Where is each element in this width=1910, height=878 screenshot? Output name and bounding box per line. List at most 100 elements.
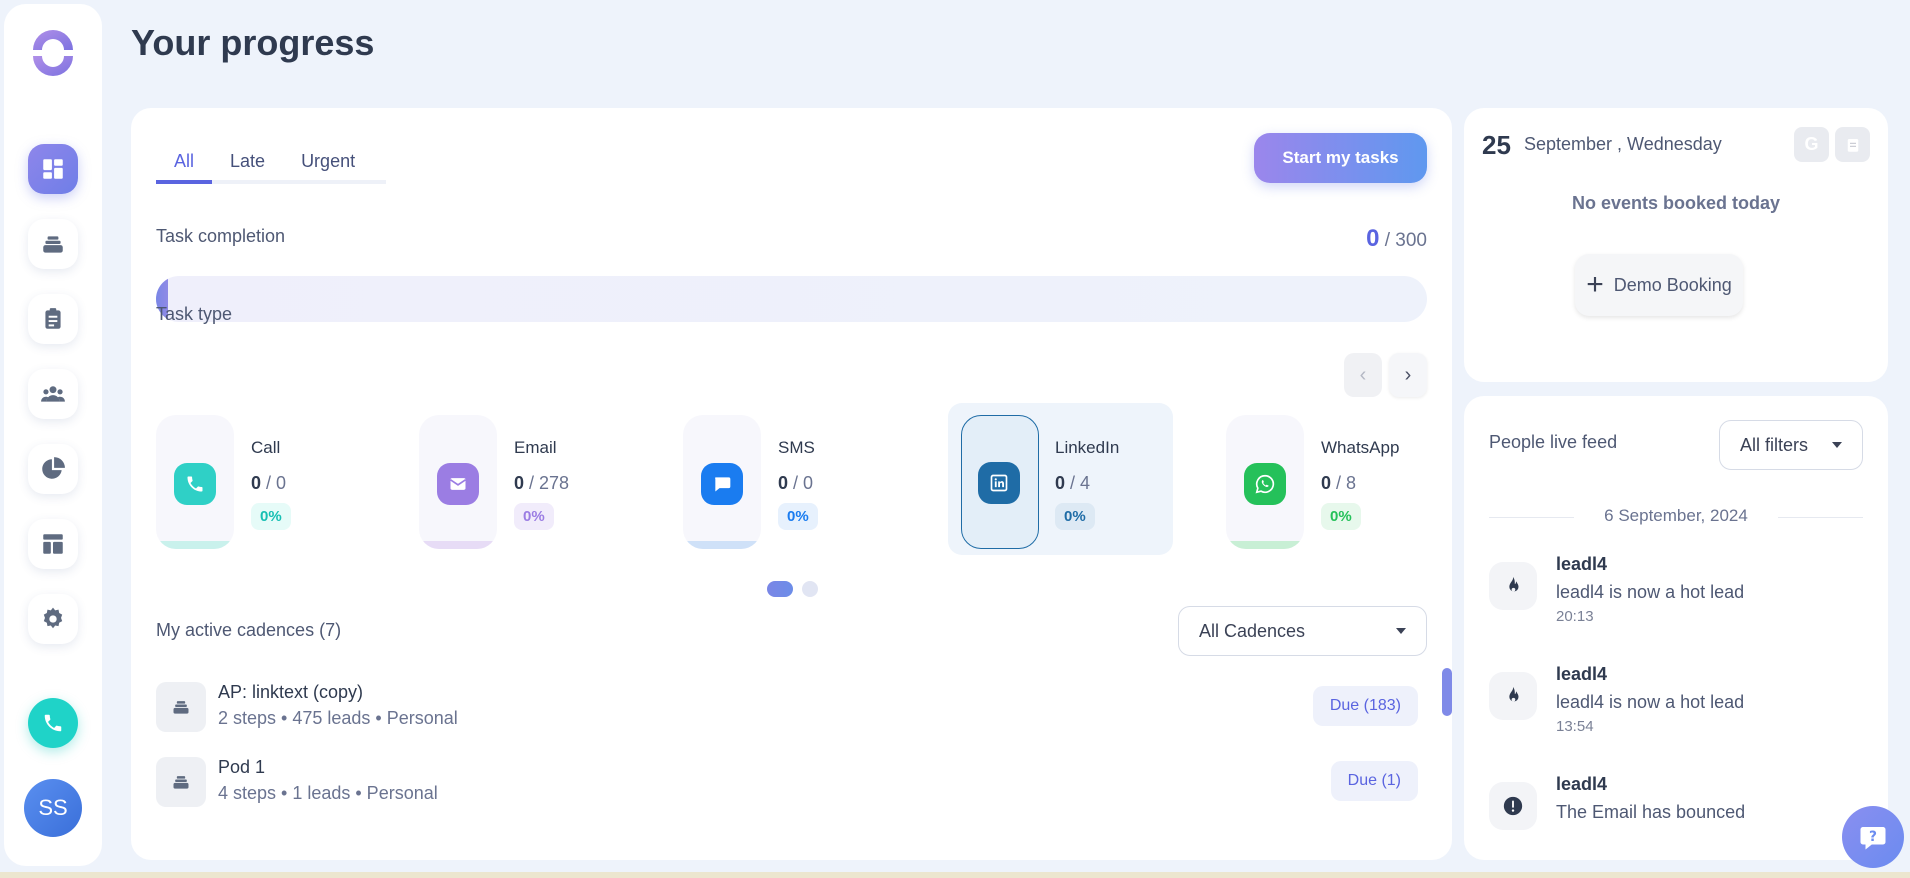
task-type-name: SMS	[778, 438, 815, 457]
task-type-percent: 0%	[514, 503, 554, 530]
task-tile	[1226, 415, 1304, 549]
templates-layout-icon	[43, 534, 63, 554]
cadence-due-badge[interactable]: Due (183)	[1312, 686, 1418, 726]
cadence-row[interactable]: Pod 1 4 steps • 1 leads • Personal Due (…	[156, 753, 1427, 809]
sidebar-item-cadences[interactable]	[28, 219, 78, 269]
user-avatar[interactable]: SS	[24, 779, 82, 837]
taskbar-strip	[0, 872, 1910, 878]
task-card-whatsapp[interactable]: WhatsApp 0 / 8 0%	[1214, 403, 1439, 555]
google-icon: G	[1804, 134, 1819, 154]
cadence-filter-select[interactable]: All Cadences	[1178, 606, 1427, 656]
task-completion-bar	[156, 276, 1427, 322]
task-card-linkedin[interactable]: LinkedIn 0 / 4 0%	[948, 403, 1173, 555]
email-icon	[437, 463, 479, 505]
carousel-dot-2[interactable]	[802, 581, 818, 597]
task-completion-count: 0 / 300	[1366, 225, 1427, 253]
task-type-percent: 0%	[1321, 503, 1361, 530]
help-button[interactable]: ?	[1842, 806, 1904, 868]
tasks-clipboard-icon	[45, 308, 61, 329]
task-tile-stripe	[683, 541, 761, 549]
people-icon	[41, 386, 65, 402]
sidebar-item-people[interactable]	[28, 369, 78, 419]
tab-late[interactable]: Late	[230, 151, 266, 171]
sidebar-item-dashboard[interactable]	[28, 144, 78, 194]
sidebar-item-tasks[interactable]	[28, 294, 78, 344]
calendar-card: 25 September , Wednesday G No events boo…	[1464, 108, 1888, 382]
help-chat-icon: ?	[1860, 827, 1886, 850]
google-calendar-button[interactable]: G	[1794, 127, 1829, 162]
cadence-scrollbar[interactable]	[1442, 668, 1452, 716]
task-type-count: 0 / 8	[1321, 473, 1357, 493]
task-type-name: LinkedIn	[1055, 438, 1120, 457]
feed-text: The Email has bounced	[1556, 802, 1746, 822]
task-type-percent: 0%	[778, 503, 818, 530]
fire-icon	[1489, 562, 1537, 610]
live-feed-card: People live feed All filters 6 September…	[1464, 396, 1888, 860]
task-type-count: 0 / 0	[251, 473, 287, 493]
task-type-prev-button[interactable]: ‹	[1344, 353, 1382, 397]
feed-lead-name: leadl4	[1556, 554, 1608, 574]
task-type-name: WhatsApp	[1321, 438, 1400, 457]
feed-filter-select[interactable]: All filters	[1719, 420, 1863, 470]
cadence-row[interactable]: AP: linktext (copy) 2 steps • 475 leads …	[156, 678, 1427, 734]
completed-count: 0	[1366, 225, 1380, 252]
task-type-count: 0 / 4	[1055, 473, 1091, 493]
sidebar-item-reports[interactable]	[28, 444, 78, 494]
caret-down-icon	[1832, 442, 1842, 448]
carousel-dots	[767, 581, 818, 597]
task-tile-stripe	[156, 541, 234, 549]
cadence-name: AP: linktext (copy)	[218, 682, 364, 702]
cadence-due-badge[interactable]: Due (1)	[1330, 761, 1418, 801]
clipboard-icon	[1847, 138, 1858, 152]
task-card-sms[interactable]: SMS 0 / 0 0%	[671, 403, 896, 555]
tab-all[interactable]: All	[156, 142, 213, 184]
cadence-meta: 4 steps • 1 leads • Personal	[218, 783, 438, 803]
cadence-filter-value: All Cadences	[1199, 620, 1306, 641]
task-tile	[961, 415, 1039, 549]
task-completion-fill	[156, 276, 168, 322]
cadence-name: Pod 1	[218, 757, 266, 777]
feed-time: 20:13	[1556, 608, 1594, 625]
task-tile	[419, 415, 497, 549]
task-tile-stripe	[419, 541, 497, 549]
chevron-left-icon: ‹	[1359, 363, 1367, 386]
page-title: Your progress	[131, 22, 375, 63]
task-type-count: 0 / 0	[778, 473, 814, 493]
calendar-list-button[interactable]	[1835, 127, 1870, 162]
feed-item[interactable]: leadl4 leadl4 is now a hot lead 20:13	[1489, 554, 1869, 634]
task-card-call[interactable]: Call 0 / 0 0%	[144, 403, 369, 555]
cadence-icon	[156, 757, 206, 807]
call-button[interactable]	[28, 698, 78, 748]
sidebar-item-settings[interactable]	[28, 594, 78, 644]
task-type-count: 0 / 278	[514, 473, 570, 493]
settings-gear-icon	[43, 607, 63, 629]
task-type-label: Task type	[156, 304, 233, 324]
no-events-message: No events booked today	[1571, 193, 1781, 213]
whatsapp-icon	[1244, 463, 1286, 505]
reports-pie-icon	[42, 457, 65, 479]
start-tasks-button[interactable]: Start my tasks	[1254, 133, 1427, 183]
sidebar-item-templates[interactable]	[28, 519, 78, 569]
chevron-right-icon: ›	[1404, 363, 1412, 386]
task-type-next-button[interactable]: ›	[1389, 353, 1427, 397]
task-card-email[interactable]: Email 0 / 278 0%	[407, 403, 632, 555]
demo-booking-button[interactable]: + Demo Booking	[1575, 254, 1743, 316]
calendar-date-text: September , Wednesday	[1524, 134, 1722, 154]
feed-item[interactable]: leadl4 leadl4 is now a hot lead 13:54	[1489, 664, 1869, 744]
live-feed-title: People live feed	[1489, 432, 1618, 452]
phone-icon	[174, 463, 216, 505]
cadence-icon	[156, 682, 206, 732]
task-type-percent: 0%	[251, 503, 291, 530]
total-count: / 300	[1384, 230, 1427, 251]
feed-item[interactable]: leadl4 The Email has bounced	[1489, 774, 1869, 854]
tab-urgent[interactable]: Urgent	[301, 151, 356, 171]
svg-text:?: ?	[1869, 829, 1877, 845]
plus-icon: +	[1586, 268, 1604, 301]
cadences-icon	[43, 236, 63, 253]
active-cadences-label: My active cadences (7)	[156, 620, 342, 640]
phone-icon	[44, 714, 62, 732]
app-logo[interactable]	[28, 28, 78, 78]
demo-booking-label: Demo Booking	[1613, 274, 1732, 295]
task-tabs: All Late Urgent	[156, 142, 386, 184]
carousel-dot-1[interactable]	[767, 581, 793, 597]
